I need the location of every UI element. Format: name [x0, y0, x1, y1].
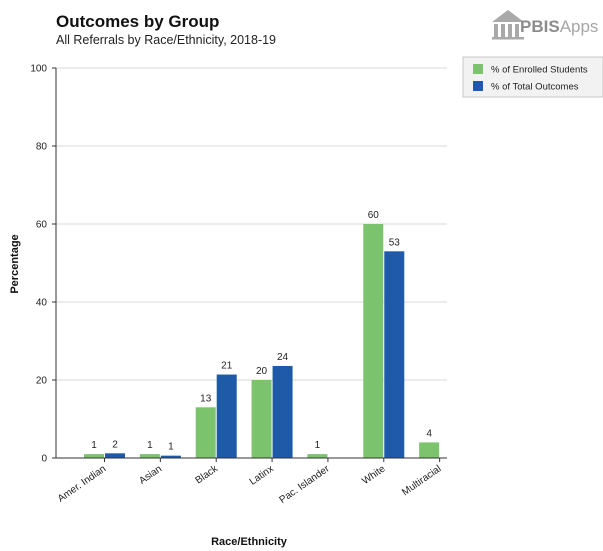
x-tick-label-3: Latinx — [248, 463, 276, 487]
data-label-0-0: 1 — [91, 440, 97, 451]
bar-0-5 — [363, 224, 384, 458]
x-axis-title: Race/Ethnicity — [211, 536, 288, 548]
data-label-1-1: 1 — [168, 442, 174, 453]
y-tick-label-60: 60 — [36, 220, 48, 231]
y-tick-label-80: 80 — [36, 142, 48, 153]
data-label-0-5: 60 — [368, 210, 380, 221]
bar-0-3 — [251, 380, 272, 458]
data-label-0-2: 13 — [200, 393, 212, 404]
data-label-1-0: 2 — [112, 439, 118, 450]
bar-0-1 — [139, 454, 160, 458]
legend-label-0: % of Enrolled Students — [491, 65, 588, 76]
legend-label-1: % of Total Outcomes — [491, 82, 579, 93]
chart-subtitle: All Referrals by Race/Ethnicity, 2018-19 — [56, 33, 276, 47]
y-tick-label-40: 40 — [36, 298, 48, 309]
bar-1-1 — [160, 455, 181, 458]
x-axis-ticks: Amer. Indian Asian Black Latinx Pac. Islande… — [56, 458, 443, 506]
data-label-0-3: 20 — [256, 366, 268, 377]
x-tick-label-5: White — [360, 463, 388, 487]
legend: % of Enrolled Students % of Total Outcome… — [462, 56, 603, 98]
logo-text-bold: PBIS — [520, 17, 560, 36]
bar-0-0 — [84, 454, 104, 458]
x-tick-label-1: Asian — [137, 463, 164, 486]
y-tick-label-100: 100 — [30, 64, 47, 75]
x-tick-label-2: Black — [194, 463, 221, 487]
x-tick-label-4: Pac. Islander — [278, 463, 333, 506]
chart-title: Outcomes by Group — [56, 12, 219, 31]
logo-text-light: Apps — [560, 17, 599, 36]
bar-0-2 — [195, 407, 216, 458]
legend-swatch-0 — [473, 64, 483, 74]
bar-1-0 — [105, 453, 125, 458]
bar-1-5 — [384, 251, 405, 458]
data-label-0-6: 4 — [426, 428, 432, 439]
x-tick-label-0: Amer. Indian — [56, 463, 108, 504]
y-axis-ticks: 0 20 40 60 80 100 — [30, 64, 56, 465]
y-tick-label-20: 20 — [36, 376, 48, 387]
bar-1-2 — [216, 374, 237, 458]
bar-0-6 — [419, 442, 440, 458]
bars — [84, 224, 440, 458]
data-label-0-4: 1 — [315, 440, 321, 451]
pbis-apps-logo: PBISApps — [492, 10, 598, 40]
bar-0-4 — [307, 454, 328, 458]
y-tick-label-0: 0 — [41, 454, 47, 465]
legend-swatch-1 — [473, 81, 483, 91]
x-tick-label-6: Multiracial — [400, 463, 443, 498]
data-label-1-2: 21 — [221, 361, 233, 372]
data-label-0-1: 1 — [147, 440, 153, 451]
data-label-1-5: 53 — [389, 237, 401, 248]
y-axis-title: Percentage — [9, 234, 21, 293]
building-columns-icon — [492, 10, 524, 40]
axes — [55, 68, 447, 459]
bar-1-3 — [272, 365, 293, 458]
legend-box — [462, 56, 603, 98]
data-label-1-3: 24 — [277, 352, 289, 363]
svg-text:PBISApps: PBISApps — [520, 17, 598, 36]
